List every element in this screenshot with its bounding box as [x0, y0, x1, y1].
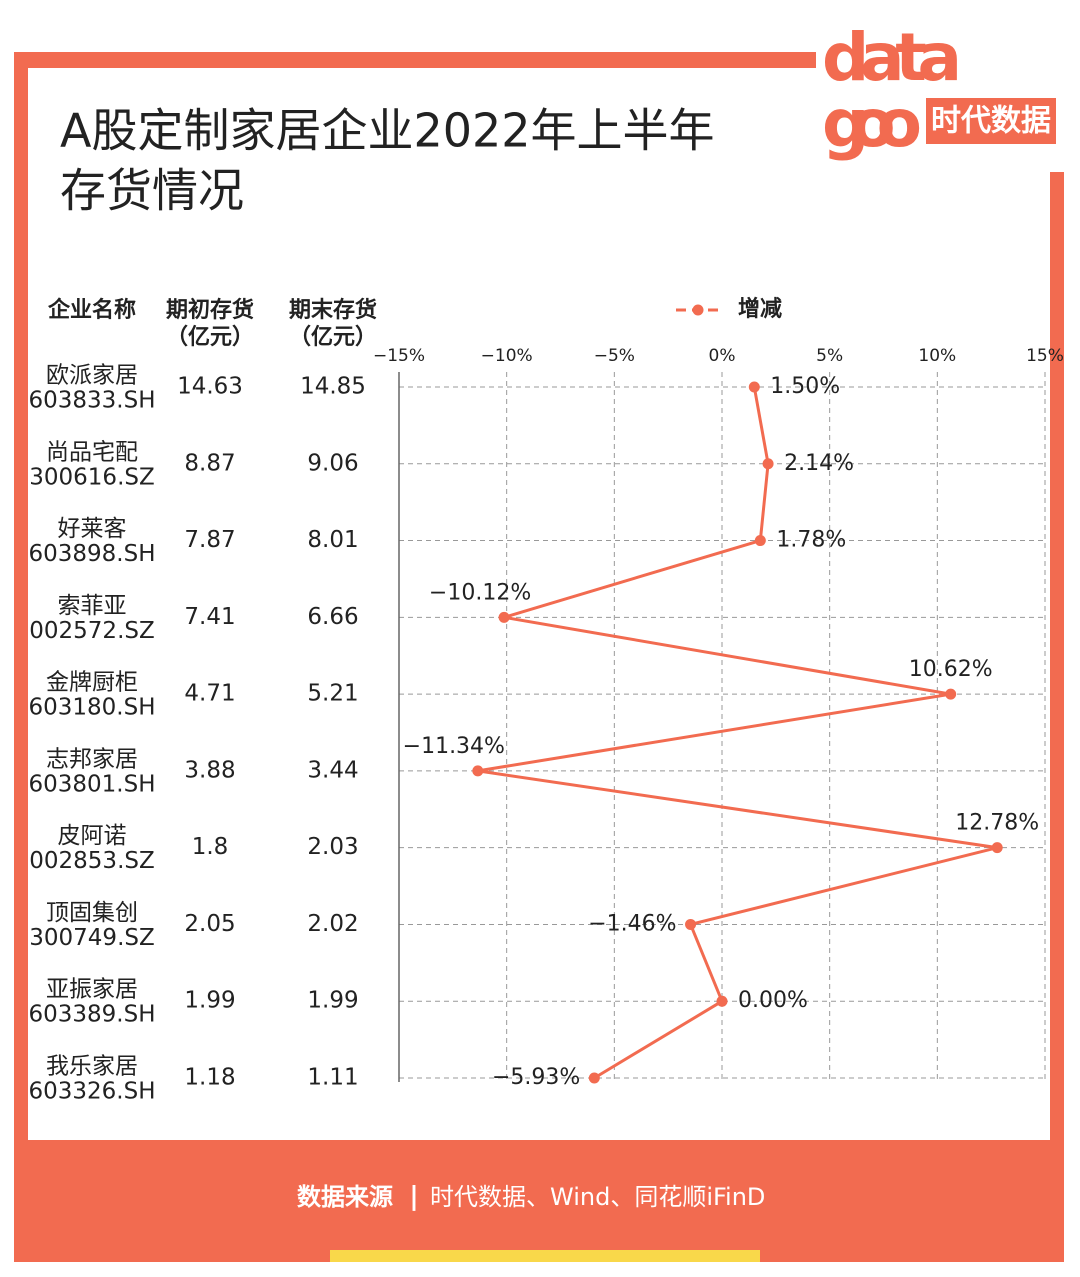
company-code: 300616.SZ [29, 464, 154, 490]
legend-marker [692, 304, 704, 316]
company-code: 603833.SH [28, 388, 155, 414]
begin-inventory: 3.88 [184, 757, 235, 783]
value-label: −1.46% [588, 911, 676, 936]
point [754, 535, 766, 547]
begin-inventory: 14.63 [177, 374, 243, 400]
begin-inventory: 1.18 [184, 1065, 235, 1091]
legend-label: 增减 [738, 296, 782, 322]
title: 存货情况 [60, 164, 244, 218]
begin-inventory: 1.8 [192, 834, 229, 860]
company-name: 皮阿诺 [58, 823, 127, 849]
logo-bg [816, 14, 1064, 172]
logo-brand: 时代数据 [931, 104, 1051, 139]
company-name: 好莱客 [58, 516, 127, 542]
value-label: 1.78% [776, 528, 846, 553]
company-code: 603898.SH [28, 541, 155, 567]
end-inventory: 14.85 [300, 374, 366, 400]
value-label: 10.62% [909, 657, 993, 682]
begin-inventory: 7.41 [184, 604, 235, 630]
point [472, 765, 484, 777]
end-inventory: 1.99 [307, 988, 358, 1014]
end-inventory: 2.03 [307, 834, 358, 860]
company-code: 002572.SZ [29, 618, 154, 644]
panel [28, 68, 1050, 1140]
company-code: 300749.SZ [29, 925, 154, 951]
company-name: 顶固集创 [46, 900, 138, 926]
value-label: 1.50% [770, 374, 840, 399]
x-tick-label: 10% [918, 346, 956, 366]
logo-word: data [822, 19, 962, 96]
company-name: 我乐家居 [46, 1054, 138, 1080]
company-name: 亚振家居 [46, 977, 138, 1003]
point [588, 1072, 600, 1084]
x-tick-label: 5% [816, 346, 843, 366]
end-inventory: 1.11 [307, 1065, 358, 1091]
company-name: 尚品宅配 [46, 439, 138, 465]
end-inventory: 5.21 [307, 681, 358, 707]
point [748, 381, 760, 393]
begin-inventory: 8.87 [184, 450, 235, 476]
company-name: 索菲亚 [58, 593, 127, 619]
column-header: （亿元） [166, 325, 254, 350]
column-header: 期初存货 [166, 297, 254, 323]
x-tick-label: −5% [594, 346, 635, 366]
source-text: 时代数据、Wind、同花顺iFinD [430, 1183, 765, 1211]
company-name: 欧派家居 [46, 363, 138, 389]
point [762, 458, 774, 470]
point [991, 842, 1003, 854]
x-tick-label: −15% [373, 346, 425, 366]
end-inventory: 2.02 [307, 911, 358, 937]
end-inventory: 6.66 [307, 604, 358, 630]
begin-inventory: 2.05 [184, 911, 235, 937]
begin-inventory: 7.87 [184, 527, 235, 553]
value-label: −11.34% [403, 734, 505, 759]
end-inventory: 9.06 [307, 450, 358, 476]
title: A股定制家居企业2022年上半年 [60, 104, 715, 158]
point [498, 611, 510, 623]
x-tick-label: 0% [709, 346, 736, 366]
point [685, 918, 697, 930]
x-tick-label: 15% [1026, 346, 1064, 366]
column-header: 期末存货 [289, 297, 377, 323]
company-name: 金牌厨柜 [46, 670, 138, 696]
value-label: 0.00% [738, 988, 808, 1013]
point [945, 688, 957, 700]
source-label: 数据来源 [297, 1183, 393, 1211]
logo-word: goo [822, 85, 922, 162]
point [716, 995, 728, 1007]
company-code: 603326.SH [28, 1079, 155, 1105]
series-line [477, 386, 998, 1080]
accent-bar [330, 1250, 760, 1262]
column-header: 企业名称 [47, 297, 136, 323]
company-name: 志邦家居 [46, 746, 138, 772]
separator: | [409, 1182, 419, 1212]
company-code: 603180.SH [28, 695, 155, 721]
logo-box [926, 98, 1056, 144]
company-code: 002853.SZ [29, 848, 154, 874]
begin-inventory: 1.99 [184, 988, 235, 1014]
begin-inventory: 4.71 [184, 681, 235, 707]
company-code: 603801.SH [28, 771, 155, 797]
column-header: （亿元） [289, 325, 377, 350]
value-label: 2.14% [784, 451, 854, 476]
value-label: −10.12% [429, 580, 531, 605]
value-label: −5.93% [492, 1065, 580, 1090]
end-inventory: 8.01 [307, 527, 358, 553]
end-inventory: 3.44 [307, 757, 358, 783]
value-label: 12.78% [955, 811, 1039, 836]
company-code: 603389.SH [28, 1002, 155, 1028]
x-tick-label: −10% [481, 346, 533, 366]
